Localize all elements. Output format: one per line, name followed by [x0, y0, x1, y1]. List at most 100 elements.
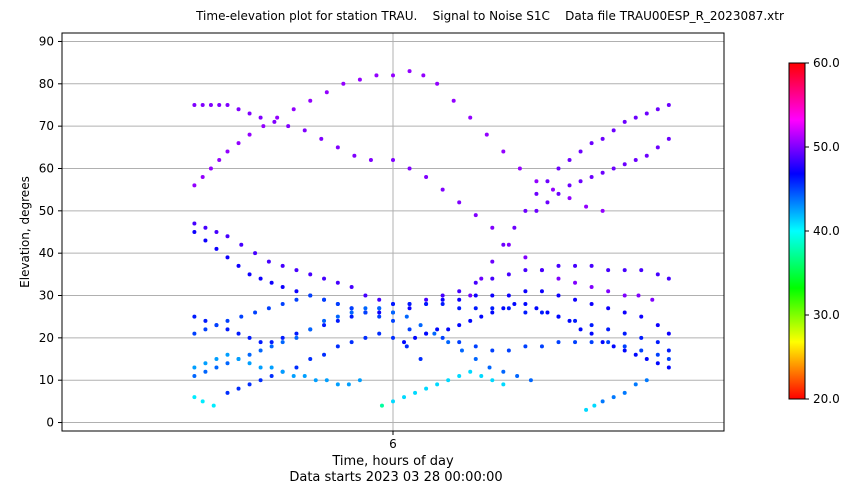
data-point	[391, 399, 395, 403]
data-point	[226, 361, 230, 365]
data-point	[203, 370, 207, 374]
data-point	[656, 340, 660, 344]
data-point	[656, 107, 660, 111]
data-point	[601, 209, 605, 213]
data-point	[408, 327, 412, 331]
data-point	[485, 133, 489, 137]
data-point	[214, 230, 218, 234]
data-point	[468, 370, 472, 374]
data-point	[645, 357, 649, 361]
data-point	[601, 340, 605, 344]
data-point	[281, 264, 285, 268]
data-point	[281, 302, 285, 306]
data-point	[217, 103, 221, 107]
data-point	[363, 336, 367, 340]
data-point	[267, 260, 271, 264]
data-point	[308, 327, 312, 331]
data-point	[192, 315, 196, 319]
data-point	[534, 192, 538, 196]
data-point	[639, 349, 643, 353]
data-point	[259, 340, 263, 344]
data-point	[336, 281, 340, 285]
data-point	[667, 103, 671, 107]
data-point	[623, 120, 627, 124]
data-point	[226, 150, 230, 154]
data-point	[540, 310, 544, 314]
data-point	[656, 361, 660, 365]
data-point	[377, 310, 381, 314]
data-point	[623, 268, 627, 272]
y-tick-label: 90	[39, 34, 54, 48]
data-point	[490, 294, 494, 298]
data-point	[601, 399, 605, 403]
data-point	[261, 124, 265, 128]
y-tick-label: 40	[39, 246, 54, 260]
data-point	[441, 298, 445, 302]
data-point	[226, 103, 230, 107]
data-point	[363, 310, 367, 314]
data-point	[374, 73, 378, 77]
data-point	[336, 145, 340, 149]
data-point	[226, 353, 230, 357]
data-point	[573, 264, 577, 268]
data-point	[446, 378, 450, 382]
colorbar-tick-label: 50.0	[813, 140, 840, 154]
data-point	[294, 365, 298, 369]
data-point	[212, 404, 216, 408]
data-point	[192, 365, 196, 369]
data-point	[248, 133, 252, 137]
data-point	[490, 226, 494, 230]
data-point	[579, 327, 583, 331]
data-point	[573, 340, 577, 344]
data-point	[568, 158, 572, 162]
data-point	[421, 73, 425, 77]
data-point	[590, 302, 594, 306]
data-point	[457, 306, 461, 310]
x-axis-sublabel: Data starts 2023 03 28 00:00:00	[289, 470, 502, 485]
data-point	[350, 340, 354, 344]
data-point	[267, 306, 271, 310]
y-tick-label: 60	[39, 161, 54, 175]
chart-title: Time-elevation plot for station TRAU. Si…	[195, 9, 784, 23]
grid-lines	[62, 33, 724, 431]
colorbar	[789, 63, 805, 399]
data-point	[322, 323, 326, 327]
data-point	[523, 268, 527, 272]
data-point	[573, 319, 577, 323]
data-point	[308, 99, 312, 103]
data-point	[606, 327, 610, 331]
data-point	[408, 166, 412, 170]
data-point	[650, 298, 654, 302]
data-point	[590, 141, 594, 145]
data-point	[606, 268, 610, 272]
data-point	[402, 340, 406, 344]
data-point	[237, 332, 241, 336]
data-point	[358, 378, 362, 382]
data-point	[507, 272, 511, 276]
data-point	[391, 302, 395, 306]
data-point	[192, 230, 196, 234]
data-point	[209, 166, 213, 170]
data-point	[634, 382, 638, 386]
y-tick-label: 20	[39, 331, 54, 345]
data-point	[424, 298, 428, 302]
data-point	[322, 353, 326, 357]
data-point	[612, 344, 616, 348]
data-point	[507, 306, 511, 310]
x-tick-label: 6	[389, 437, 397, 451]
data-point	[413, 336, 417, 340]
data-point	[270, 340, 274, 344]
data-point	[645, 378, 649, 382]
data-point	[217, 158, 221, 162]
data-point	[347, 382, 351, 386]
data-point	[248, 361, 252, 365]
data-point	[201, 175, 205, 179]
data-point	[226, 391, 230, 395]
colorbar-tick-label: 40.0	[813, 224, 840, 238]
data-point	[590, 340, 594, 344]
data-point	[529, 378, 533, 382]
data-point	[457, 340, 461, 344]
data-point	[226, 327, 230, 331]
data-point	[214, 247, 218, 251]
